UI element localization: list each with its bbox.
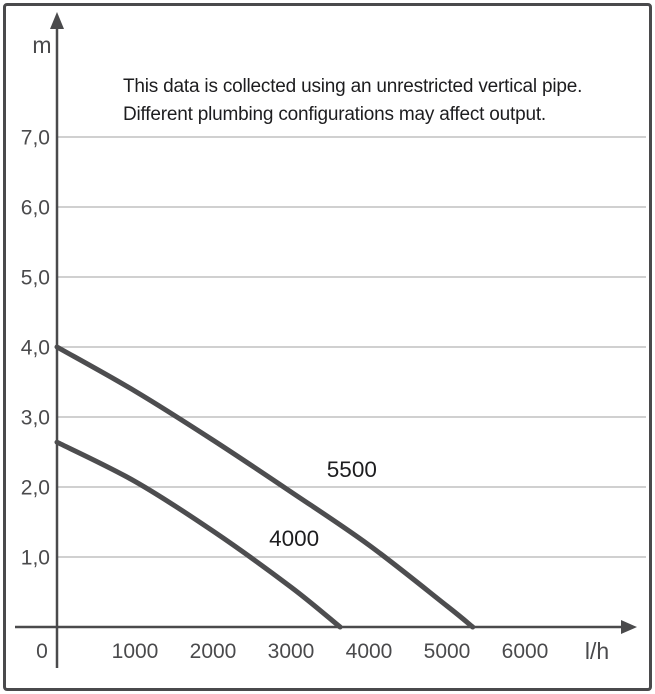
x-tick-label-6000: 6000 xyxy=(502,640,549,663)
y-tick-label-3: 3,0 xyxy=(21,407,50,430)
x-axis-unit-label: l/h xyxy=(585,638,609,664)
y-tick-label-5: 5,0 xyxy=(21,267,50,290)
chart-frame: This data is collected using an unrestri… xyxy=(3,3,652,691)
y-tick-label-2: 2,0 xyxy=(21,477,50,500)
gridlines-group xyxy=(57,136,646,558)
x-tick-label-1000: 1000 xyxy=(112,640,159,663)
x-tick-label-4000: 4000 xyxy=(346,640,393,663)
curve-label-5500: 5500 xyxy=(327,457,377,482)
y-axis-unit-label: m xyxy=(32,32,51,58)
curve-labels-group: 5500 4000 xyxy=(269,457,377,551)
curve-5500 xyxy=(54,344,476,630)
y-tick-label-7: 7,0 xyxy=(21,127,50,150)
x-tick-label-5000: 5000 xyxy=(424,640,471,663)
y-tick-label-4: 4,0 xyxy=(21,337,50,360)
x-tick-label-3000: 3000 xyxy=(268,640,315,663)
x-tick-label-2000: 2000 xyxy=(190,640,237,663)
y-tick-label-1: 1,0 xyxy=(21,547,50,570)
axes-group: m l/h xyxy=(15,12,637,668)
y-tick-label-6: 6,0 xyxy=(21,197,50,220)
annotation-note: This data is collected using an unrestri… xyxy=(123,73,582,129)
tick-labels-group: 1,0 2,0 3,0 4,0 5,0 6,0 7,0 0 1000 2000 3000 4000 50… xyxy=(21,127,549,664)
annotation-line-2: Different plumbing configurations may af… xyxy=(123,104,546,125)
x-tick-label-0: 0 xyxy=(36,640,48,663)
curve-4000 xyxy=(54,439,343,630)
annotation-line-1: This data is collected using an unrestri… xyxy=(123,76,583,97)
curve-label-4000: 4000 xyxy=(269,526,319,551)
y-axis-arrow-icon xyxy=(50,12,64,29)
x-axis-arrow-icon xyxy=(621,620,637,634)
curves-group xyxy=(54,344,476,630)
